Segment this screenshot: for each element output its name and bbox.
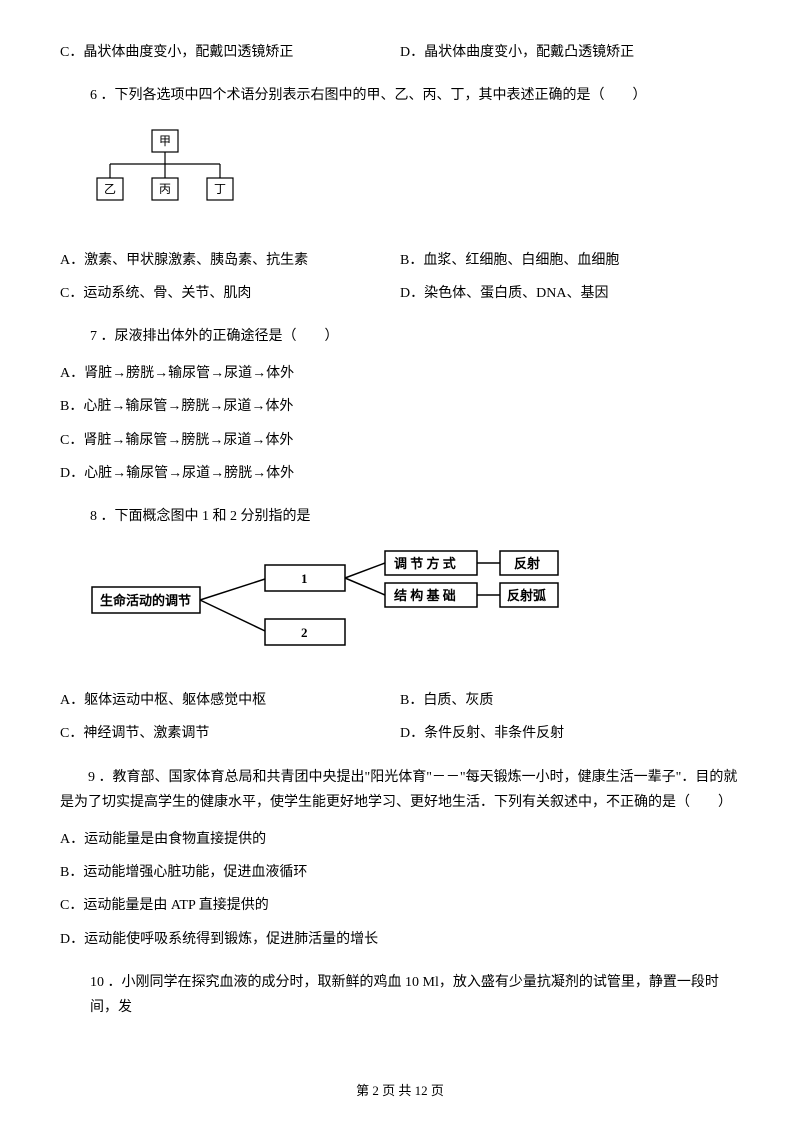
- q8-option-d: D．条件反射、非条件反射: [400, 721, 740, 746]
- q8-stem: 8 ．下面概念图中 1 和 2 分别指的是: [90, 504, 740, 529]
- q9-option-a: A．运动能量是由食物直接提供的: [60, 827, 740, 852]
- tree-top: 甲: [159, 134, 171, 148]
- q8-option-b: B．白质、灰质: [400, 688, 740, 713]
- tree-mid: 丙: [159, 182, 171, 196]
- q8-option-a: A．躯体运动中枢、躯体感觉中枢: [60, 688, 400, 713]
- concept-r1: 反射: [514, 556, 540, 571]
- q6-option-a: A．激素、甲状腺激素、胰岛素、抗生素: [60, 248, 400, 273]
- q6-tree-diagram: 甲 乙 丙 丁: [90, 128, 740, 227]
- q7-option-d: D．心脏→输尿管→尿道→膀胱→体外: [60, 461, 740, 486]
- q6-option-d: D．染色体、蛋白质、DNA、基因: [400, 281, 740, 306]
- concept-root: 生命活动的调节: [100, 593, 191, 608]
- q8-concept-diagram: 生命活动的调节 1 2 调 节 方 式 结 构 基 础 反射 反射弧: [90, 549, 740, 668]
- concept-m1: 调 节 方 式: [394, 556, 456, 571]
- q9-option-c: C．运动能量是由 ATP 直接提供的: [60, 893, 740, 918]
- concept-m2: 结 构 基 础: [394, 588, 456, 603]
- q8-option-c: C．神经调节、激素调节: [60, 721, 400, 746]
- q7-stem: 7 ．尿液排出体外的正确途径是（ ）: [90, 324, 740, 349]
- q6-option-c: C．运动系统、骨、关节、肌肉: [60, 281, 400, 306]
- q7-option-c: C．肾脏→输尿管→膀胱→尿道→体外: [60, 428, 740, 453]
- q5-option-d: D．晶状体曲度变小，配戴凸透镜矫正: [400, 40, 740, 65]
- concept-r2: 反射弧: [507, 588, 546, 603]
- q6-option-b: B．血浆、红细胞、白细胞、血细胞: [400, 248, 740, 273]
- concept-n1: 1: [301, 571, 308, 586]
- page-footer: 第 2 页 共 12 页: [0, 1079, 800, 1102]
- tree-left: 乙: [104, 182, 116, 196]
- q9-option-b: B．运动能增强心脏功能，促进血液循环: [60, 860, 740, 885]
- q10-stem: 10 ．小刚同学在探究血液的成分时，取新鲜的鸡血 10 Ml，放入盛有少量抗凝剂…: [90, 970, 740, 1020]
- q6-stem: 6 ．下列各选项中四个术语分别表示右图中的甲、乙、丙、丁，其中表述正确的是（ ）: [90, 83, 740, 108]
- q9-stem: 9 ．教育部、国家体育总局和共青团中央提出"阳光体育"－－"每天锻炼一小时，健康…: [60, 765, 740, 815]
- q7-option-b: B．心脏→输尿管→膀胱→尿道→体外: [60, 394, 740, 419]
- q5-option-c: C．晶状体曲度变小，配戴凹透镜矫正: [60, 40, 400, 65]
- tree-right: 丁: [214, 182, 226, 196]
- concept-n2: 2: [301, 625, 308, 640]
- q9-option-d: D．运动能使呼吸系统得到锻炼，促进肺活量的增长: [60, 927, 740, 952]
- q7-option-a: A．肾脏→膀胱→输尿管→尿道→体外: [60, 361, 740, 386]
